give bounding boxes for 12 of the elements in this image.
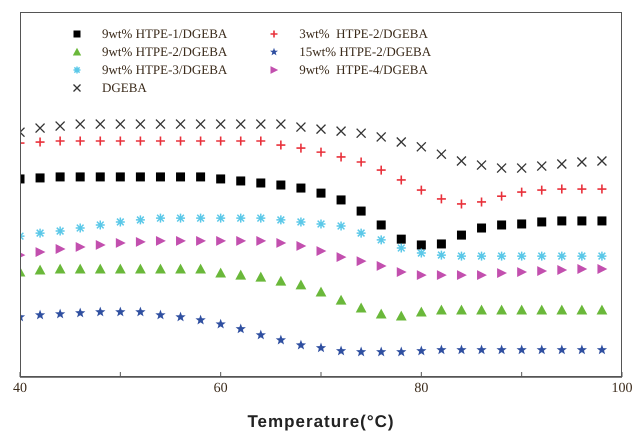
- legend-label: 9wt% HTPE-4/DGEBA: [299, 62, 428, 78]
- legend-label: 9wt% HTPE-3/DGEBA: [102, 62, 228, 78]
- x-tick-label: 60: [214, 380, 228, 396]
- x-tick-label: 40: [13, 380, 27, 396]
- legend-label: 15wt% HTPE-2/DGEBA: [299, 44, 432, 60]
- legend-label: 3wt% HTPE-2/DGEBA: [299, 26, 428, 42]
- x-axis-title: Temperature(°C): [247, 412, 395, 431]
- legend-label: 9wt% HTPE-2/DGEBA: [102, 44, 228, 60]
- legend-label: 9wt% HTPE-1/DGEBA: [102, 26, 228, 42]
- x-tick-label: 80: [414, 380, 428, 396]
- legend-label: DGEBA: [102, 80, 147, 96]
- x-tick-label: 100: [612, 380, 632, 396]
